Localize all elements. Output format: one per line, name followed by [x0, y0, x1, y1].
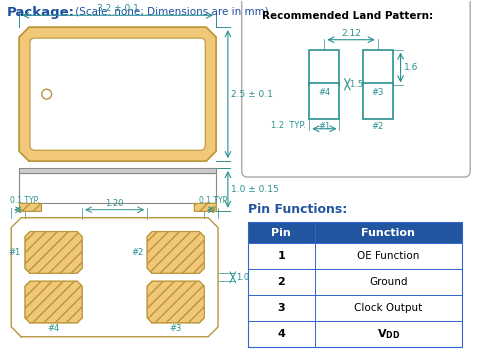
- Text: #1: #1: [318, 122, 331, 131]
- Text: Ground: Ground: [369, 277, 408, 287]
- Circle shape: [42, 89, 52, 99]
- Text: 1: 1: [277, 251, 285, 261]
- Text: 1.0 ± 0.15: 1.0 ± 0.15: [231, 185, 278, 194]
- Text: 3: 3: [277, 303, 285, 313]
- Text: #2: #2: [372, 122, 384, 131]
- Bar: [248, 321, 462, 347]
- Text: 1.00: 1.00: [236, 273, 254, 282]
- Text: 2.5 ± 0.1: 2.5 ± 0.1: [231, 90, 273, 99]
- Text: Function: Function: [361, 227, 415, 237]
- Bar: [362, 83, 393, 119]
- Bar: [248, 244, 462, 269]
- Text: OE Function: OE Function: [357, 251, 420, 261]
- Bar: [248, 295, 462, 321]
- Polygon shape: [19, 27, 216, 161]
- FancyBboxPatch shape: [242, 0, 470, 177]
- Text: #4: #4: [318, 88, 331, 97]
- Text: #4: #4: [48, 324, 60, 333]
- Text: V$_{\mathregular{DD}}$: V$_{\mathregular{DD}}$: [377, 327, 400, 341]
- Text: Clock Output: Clock Output: [354, 303, 422, 313]
- Text: #2: #2: [131, 248, 143, 257]
- Bar: [309, 83, 339, 119]
- Text: #1: #1: [9, 248, 21, 257]
- Text: 2.12: 2.12: [341, 29, 361, 38]
- Text: 1.6: 1.6: [404, 63, 418, 72]
- Text: Pin Functions:: Pin Functions:: [248, 203, 347, 216]
- Text: #3: #3: [169, 324, 182, 333]
- Text: Pin: Pin: [271, 227, 291, 237]
- Bar: [248, 269, 462, 295]
- Bar: [194, 203, 216, 211]
- Bar: [248, 222, 462, 347]
- Bar: [194, 203, 216, 211]
- Text: 2: 2: [277, 277, 285, 287]
- Bar: [19, 173, 216, 203]
- Text: 0.1 TYP.: 0.1 TYP.: [10, 196, 40, 205]
- Bar: [19, 168, 216, 173]
- Polygon shape: [25, 281, 82, 323]
- Text: Recommended Land Pattern:: Recommended Land Pattern:: [263, 11, 433, 21]
- Bar: [309, 49, 339, 85]
- Bar: [19, 203, 41, 211]
- Polygon shape: [147, 281, 204, 323]
- Bar: [362, 49, 393, 85]
- Bar: [19, 203, 41, 211]
- Text: Package:: Package:: [6, 6, 74, 19]
- Text: (Scale: none; Dimensions are in mm): (Scale: none; Dimensions are in mm): [72, 6, 269, 16]
- Polygon shape: [147, 232, 204, 273]
- Polygon shape: [11, 218, 218, 337]
- Text: #3: #3: [372, 88, 384, 97]
- Text: 1.5  TYP.: 1.5 TYP.: [350, 80, 385, 89]
- Text: 0.1 TYP.: 0.1 TYP.: [199, 196, 229, 205]
- FancyBboxPatch shape: [30, 38, 205, 150]
- Bar: [248, 222, 462, 244]
- Text: 1.20: 1.20: [106, 199, 124, 208]
- Text: 1.2  TYP.: 1.2 TYP.: [271, 121, 305, 130]
- Text: 3.2 ± 0.1: 3.2 ± 0.1: [96, 4, 139, 13]
- Polygon shape: [25, 232, 82, 273]
- Text: 4: 4: [277, 329, 285, 339]
